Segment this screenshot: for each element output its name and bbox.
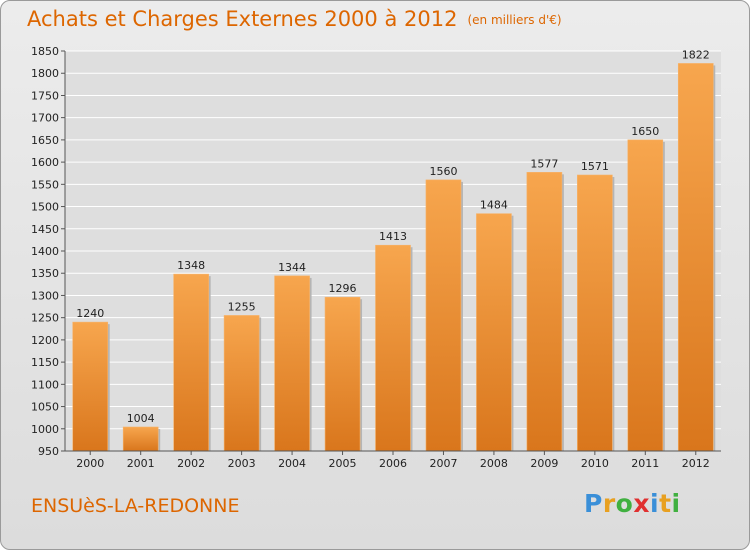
data-label: 1344 xyxy=(278,261,306,274)
y-tick-label: 1800 xyxy=(31,67,59,80)
logo-letter: P xyxy=(584,489,603,518)
x-tick-label: 2003 xyxy=(228,457,256,470)
chart-title: Achats et Charges Externes 2000 à 2012 (e… xyxy=(27,7,562,31)
data-label: 1571 xyxy=(581,160,609,173)
bars: 1240 1004 1348 1255 1344 1296 1413 1560 1484 1577… xyxy=(72,48,716,452)
y-axis: 950 1000 1050 1100 1150 1200 1250 1300 1350 1400 1… xyxy=(31,45,66,458)
y-tick-label: 1250 xyxy=(31,312,59,325)
y-tick-label: 1650 xyxy=(31,134,59,147)
bar xyxy=(476,213,512,452)
logo-letter: r xyxy=(602,489,616,518)
data-label: 1296 xyxy=(329,282,357,295)
logo-letter: o xyxy=(615,489,634,518)
x-tick-label: 2009 xyxy=(530,457,558,470)
y-tick-label: 1000 xyxy=(31,423,59,436)
bar xyxy=(425,179,462,452)
data-label: 1822 xyxy=(682,48,710,61)
y-tick-label: 1150 xyxy=(31,356,59,369)
proxiti-logo[interactable]: Proxiti xyxy=(584,489,681,518)
y-tick-label: 1600 xyxy=(31,156,59,169)
x-tick-label: 2005 xyxy=(329,457,357,470)
x-tick-label: 2012 xyxy=(682,457,710,470)
x-tick-label: 2001 xyxy=(127,457,155,470)
city-name: ENSUèS-LA-REDONNE xyxy=(31,495,240,517)
bar xyxy=(274,275,310,452)
data-label: 1650 xyxy=(631,125,659,138)
data-label: 1413 xyxy=(379,230,407,243)
chart-subtitle: (en milliers d'€) xyxy=(467,13,562,27)
bar xyxy=(173,273,209,452)
x-tick-label: 2010 xyxy=(581,457,609,470)
x-tick-label: 2004 xyxy=(278,457,306,470)
y-tick-label: 1700 xyxy=(31,112,59,125)
y-tick-label: 1450 xyxy=(31,223,59,236)
bar xyxy=(72,321,109,452)
data-label: 1004 xyxy=(127,412,155,425)
x-tick-label: 2006 xyxy=(379,457,407,470)
x-tick-label: 2011 xyxy=(631,457,659,470)
bar xyxy=(677,63,714,452)
y-tick-label: 1200 xyxy=(31,334,59,347)
x-axis: 2000 2001 2002 2003 2004 2005 2006 2007 2008 2009… xyxy=(65,450,721,470)
logo-letter: x xyxy=(633,489,650,518)
bar xyxy=(375,244,411,452)
bar xyxy=(122,426,159,452)
data-label: 1255 xyxy=(228,300,256,313)
logo-letter: i xyxy=(650,489,660,518)
y-tick-label: 1350 xyxy=(31,267,59,280)
data-label: 1484 xyxy=(480,199,508,212)
x-tick-label: 2002 xyxy=(177,457,205,470)
y-tick-label: 1550 xyxy=(31,178,59,191)
logo-letter: i xyxy=(671,489,681,518)
title-text: Achats et Charges Externes 2000 à 2012 xyxy=(27,7,458,31)
y-tick-label: 1400 xyxy=(31,245,59,258)
y-tick-label: 1500 xyxy=(31,201,59,214)
y-tick-label: 1750 xyxy=(31,89,59,102)
bar xyxy=(526,172,563,452)
data-label: 1348 xyxy=(177,259,205,272)
data-label: 1560 xyxy=(429,165,457,178)
bar xyxy=(577,174,613,452)
bar xyxy=(627,139,664,452)
data-label: 1240 xyxy=(76,307,104,320)
x-tick-label: 2007 xyxy=(429,457,457,470)
y-tick-label: 1300 xyxy=(31,289,59,302)
x-tick-label: 2008 xyxy=(480,457,508,470)
bar xyxy=(223,315,260,452)
y-tick-label: 950 xyxy=(38,445,59,458)
y-tick-label: 1100 xyxy=(31,378,59,391)
data-label: 1577 xyxy=(530,157,558,170)
y-tick-label: 1050 xyxy=(31,401,59,414)
bar xyxy=(324,296,361,452)
x-tick-label: 2000 xyxy=(76,457,104,470)
y-tick-label: 1850 xyxy=(31,45,59,58)
logo-letter: t xyxy=(659,489,672,518)
